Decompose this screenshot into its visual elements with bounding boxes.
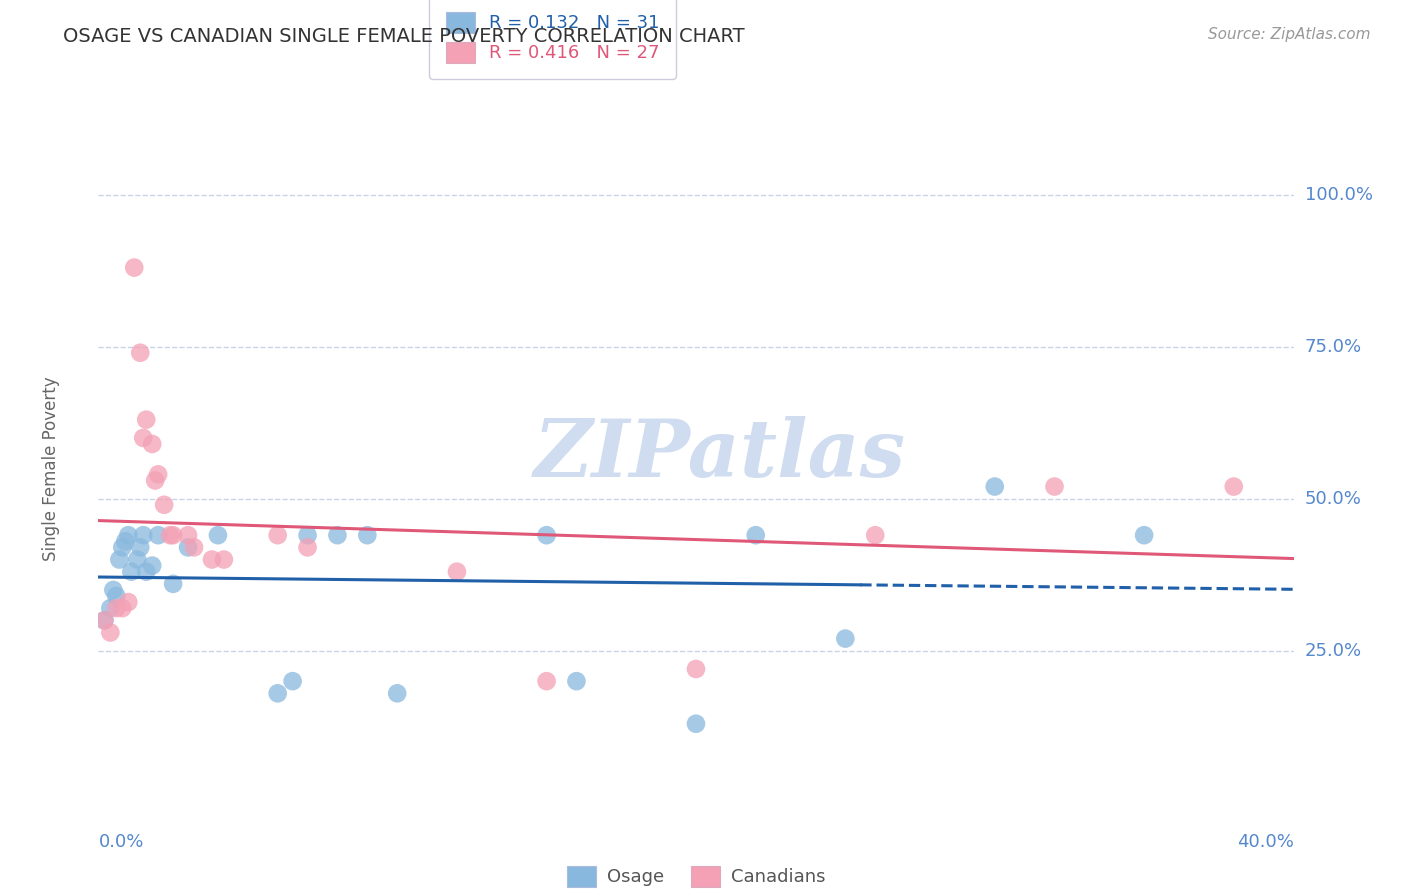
Point	[536, 674, 558, 689]
Point	[117, 528, 139, 542]
Text: 100.0%: 100.0%	[1305, 186, 1372, 203]
Point	[153, 498, 176, 512]
Point	[983, 479, 1005, 493]
Point	[1133, 528, 1156, 542]
Point	[177, 541, 200, 555]
Point	[117, 595, 139, 609]
Point	[207, 528, 229, 542]
Point	[148, 467, 170, 482]
Point	[98, 601, 122, 615]
Point	[120, 565, 142, 579]
Text: Source: ZipAtlas.com: Source: ZipAtlas.com	[1208, 27, 1371, 42]
Point	[162, 577, 184, 591]
Point	[267, 686, 290, 700]
Point	[108, 552, 131, 566]
Point	[114, 534, 136, 549]
Point	[111, 601, 134, 615]
Point	[127, 552, 149, 566]
Point	[98, 625, 122, 640]
Point	[745, 528, 768, 542]
Text: 50.0%: 50.0%	[1305, 490, 1361, 508]
Text: 25.0%: 25.0%	[1305, 641, 1362, 660]
Text: OSAGE VS CANADIAN SINGLE FEMALE POVERTY CORRELATION CHART: OSAGE VS CANADIAN SINGLE FEMALE POVERTY …	[63, 27, 745, 45]
Text: Single Female Poverty: Single Female Poverty	[42, 376, 59, 560]
Point	[685, 662, 707, 676]
Point	[834, 632, 856, 646]
Point	[132, 528, 155, 542]
Point	[105, 589, 128, 603]
Point	[685, 716, 707, 731]
Point	[129, 345, 152, 359]
Point	[281, 674, 304, 689]
Point	[162, 528, 184, 542]
Point	[93, 613, 115, 627]
Text: 0.0%: 0.0%	[98, 833, 143, 851]
Point	[385, 686, 409, 700]
Point	[148, 528, 170, 542]
Point	[103, 582, 125, 597]
Point	[356, 528, 378, 542]
Point	[201, 552, 224, 566]
Text: 40.0%: 40.0%	[1237, 833, 1294, 851]
Text: 75.0%: 75.0%	[1305, 338, 1362, 356]
Point	[135, 412, 157, 426]
Point	[124, 260, 146, 275]
Point	[141, 437, 163, 451]
Point	[129, 541, 152, 555]
Text: ZIPatlas: ZIPatlas	[534, 417, 905, 493]
Point	[135, 565, 157, 579]
Point	[865, 528, 887, 542]
Point	[565, 674, 588, 689]
Point	[536, 528, 558, 542]
Point	[212, 552, 235, 566]
Point	[132, 431, 155, 445]
Point	[297, 528, 319, 542]
Point	[297, 541, 319, 555]
Point	[141, 558, 163, 573]
Point	[93, 613, 115, 627]
Legend: Osage, Canadians: Osage, Canadians	[560, 859, 832, 892]
Point	[326, 528, 349, 542]
Point	[183, 541, 205, 555]
Point	[143, 474, 166, 488]
Point	[1223, 479, 1246, 493]
Point	[177, 528, 200, 542]
Point	[1043, 479, 1066, 493]
Point	[446, 565, 468, 579]
Point	[159, 528, 181, 542]
Point	[267, 528, 290, 542]
Point	[105, 601, 128, 615]
Point	[111, 541, 134, 555]
